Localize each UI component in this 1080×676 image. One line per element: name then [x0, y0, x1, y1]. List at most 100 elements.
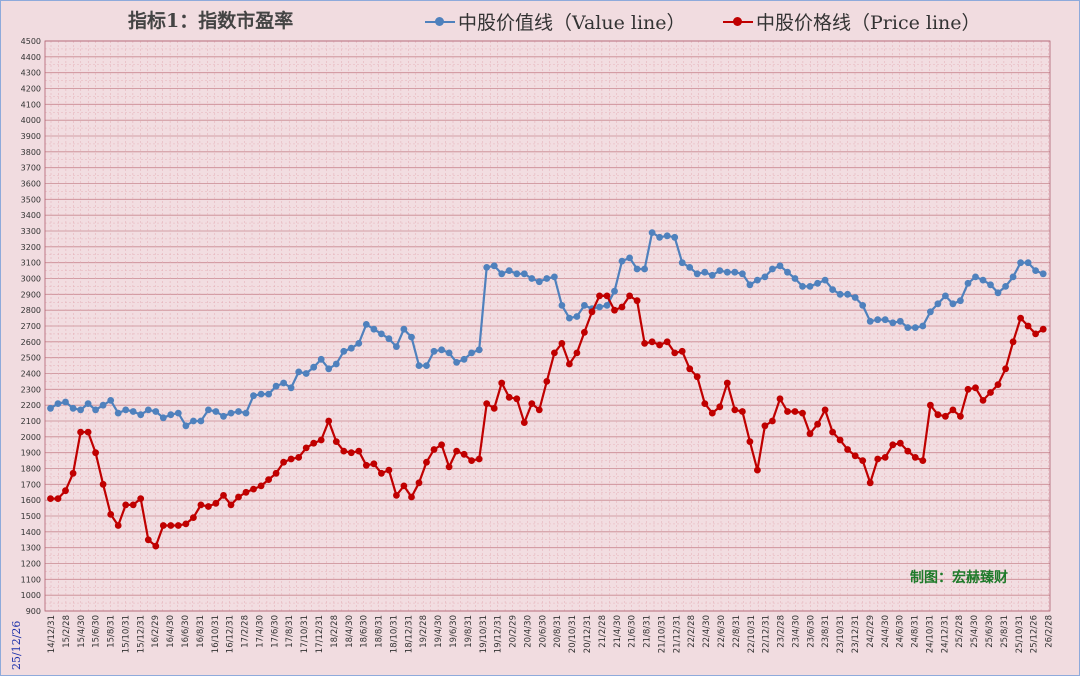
data-point-price-line [618, 303, 626, 311]
x-tick-label: 24/2/29 [866, 615, 876, 648]
data-point-value-line [851, 294, 859, 301]
data-point-value-line [295, 368, 303, 376]
data-point-value-line [257, 390, 265, 398]
data-point-price-line [122, 501, 130, 509]
data-point-value-line [47, 404, 54, 412]
x-tick-label: 16/6/30 [181, 615, 191, 648]
x-tick-label: 17/6/30 [270, 615, 280, 648]
x-tick-label: 23/4/30 [791, 615, 801, 648]
data-point-price-line [355, 447, 363, 455]
data-point-value-line [814, 279, 821, 287]
legend-marker-price-line [723, 16, 753, 28]
data-point-price-line [799, 409, 806, 417]
data-point-price-line [137, 495, 145, 502]
x-tick-label: 15/6/30 [92, 615, 102, 648]
x-tick-label: 24/8/31 [911, 615, 921, 648]
data-point-price-line [806, 430, 814, 438]
data-point-value-line [310, 363, 318, 371]
data-point-price-line [769, 417, 776, 425]
y-tick-label: 900 [26, 607, 41, 616]
data-point-price-line [332, 438, 340, 445]
x-tick-label: 21/12/31 [672, 615, 682, 653]
data-point-value-line [543, 275, 551, 282]
data-point-price-line [874, 455, 882, 463]
y-tick-label: 3300 [21, 227, 41, 236]
y-tick-label: 4500 [21, 37, 41, 46]
data-point-value-line [558, 302, 566, 309]
data-point-price-line [129, 501, 137, 509]
data-point-price-line [167, 522, 175, 529]
x-tick-label: 17/8/31 [285, 615, 295, 648]
data-point-price-line [739, 408, 746, 415]
x-tick-label: 21/4/30 [613, 615, 623, 648]
data-point-price-line [92, 449, 99, 457]
data-point-value-line [430, 347, 438, 355]
x-tick-label: 17/2/28 [241, 615, 251, 648]
data-point-price-line [310, 439, 318, 447]
data-point-value-line [1017, 259, 1024, 267]
y-tick-label: 4200 [21, 85, 41, 94]
data-point-value-line [114, 409, 122, 417]
x-tick-label: 20/10/31 [568, 615, 578, 653]
data-point-price-line [528, 400, 536, 407]
data-point-value-line [964, 279, 972, 287]
data-point-value-line [746, 281, 754, 289]
y-tick-label: 2800 [21, 306, 41, 315]
data-point-price-line [551, 349, 558, 357]
y-tick-label: 3700 [21, 164, 41, 173]
y-axis-ticks: 900 1000 1100 1200 1300 1400 1500 1600 1700 1800 1… [21, 37, 41, 616]
data-point-value-line [731, 268, 739, 276]
y-tick-label: 3400 [21, 211, 41, 220]
data-point-price-line [746, 438, 754, 445]
data-point-price-line [535, 406, 543, 414]
data-point-value-line [566, 314, 573, 322]
data-point-value-line [723, 268, 731, 276]
data-point-value-line [137, 411, 145, 419]
data-point-price-line [287, 455, 295, 463]
x-tick-label: 23/2/28 [777, 615, 787, 648]
data-point-price-line [272, 469, 280, 477]
x-tick-label: 17/12/31 [315, 615, 325, 653]
data-point-price-line [836, 436, 844, 444]
legend-marker-value-line [425, 16, 455, 28]
data-point-value-line [1009, 273, 1017, 281]
data-point-price-line [686, 365, 694, 373]
data-point-price-line [821, 406, 829, 414]
data-point-price-line [957, 412, 964, 420]
x-tick-label: 25/8/31 [1000, 615, 1010, 648]
data-point-value-line [227, 409, 235, 417]
data-point-price-line [152, 542, 160, 550]
data-point-value-line [423, 362, 430, 369]
data-point-price-line [927, 401, 934, 409]
data-point-price-line [257, 482, 265, 490]
data-point-price-line [656, 341, 663, 349]
y-tick-label: 1000 [21, 591, 41, 600]
data-point-price-line [791, 408, 799, 415]
chart-title: 指标1：指数市盈率 [128, 10, 294, 32]
data-point-value-line [769, 265, 776, 273]
y-tick-label: 3600 [21, 180, 41, 189]
data-point-value-line [911, 324, 919, 331]
data-point-price-line [498, 379, 506, 387]
x-tick-label: 14/12/31 [47, 615, 57, 653]
x-axis-ticks: 14/12/31 15/2/28 15/4/30 15/6/30 15/8/31 15/1… [47, 615, 1055, 653]
data-point-value-line [498, 270, 506, 278]
data-point-price-line [866, 479, 874, 487]
y-tick-label: 1600 [21, 496, 41, 505]
data-point-price-line [904, 447, 912, 455]
y-tick-label: 3500 [21, 195, 41, 204]
data-point-price-line [701, 400, 709, 407]
data-point-value-line [355, 340, 363, 347]
data-point-value-line [663, 232, 671, 240]
x-tick-label: 16/4/30 [166, 615, 176, 648]
x-tick-label: 21/6/30 [628, 615, 638, 648]
data-point-price-line [851, 452, 859, 460]
data-point-value-line [678, 259, 686, 267]
data-point-value-line [122, 406, 130, 414]
data-point-price-line [1039, 325, 1047, 333]
data-point-value-line [490, 262, 498, 270]
data-point-price-line [949, 406, 957, 414]
data-point-price-line [174, 522, 182, 529]
x-tick-label: 15/12/31 [136, 615, 146, 653]
